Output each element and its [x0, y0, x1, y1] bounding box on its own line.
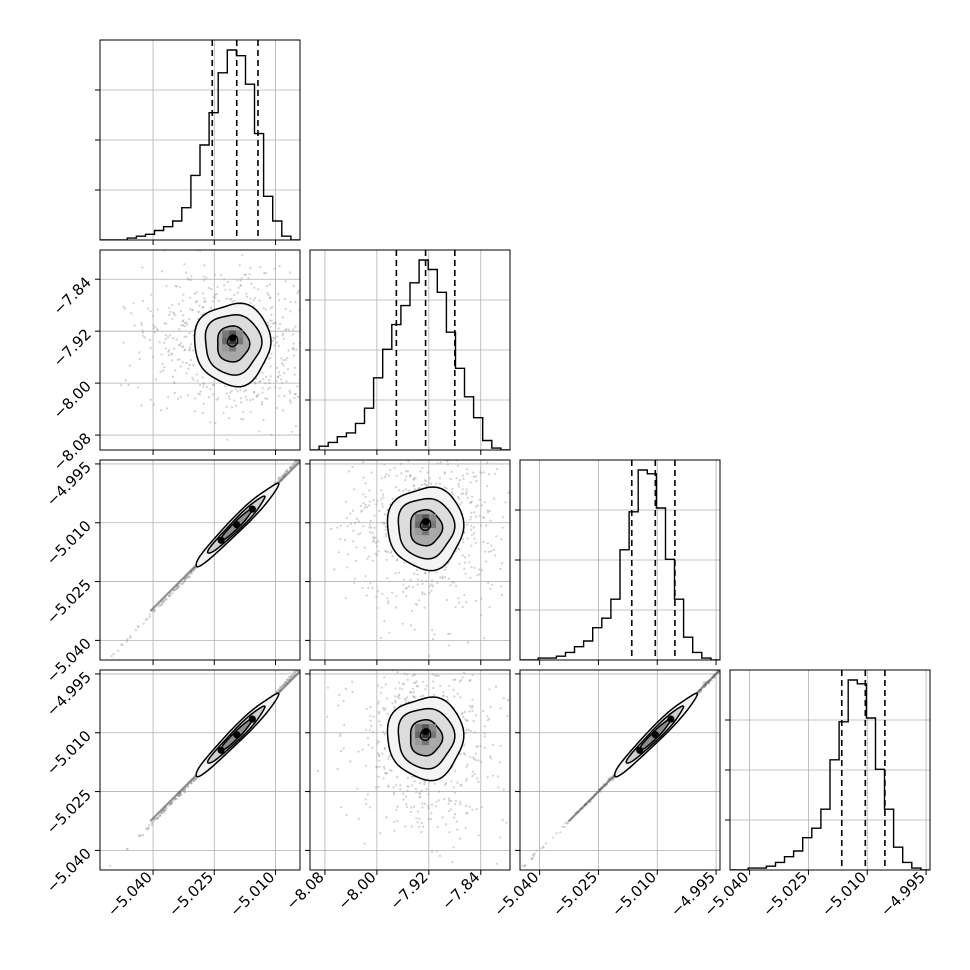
density-cell — [429, 528, 437, 536]
histogram-panel — [520, 460, 720, 660]
density-cell — [236, 337, 244, 345]
density-cell — [236, 330, 244, 338]
pair-panel — [310, 670, 510, 870]
panel-frame — [309, 669, 511, 871]
density-peak — [233, 521, 241, 529]
density-cell — [415, 528, 423, 536]
density-cell — [429, 731, 437, 739]
density-peak — [248, 505, 256, 513]
panel-frame — [309, 459, 511, 661]
histogram-panel — [100, 40, 300, 240]
y-tick-label: −8.00 — [50, 377, 95, 422]
density-contour — [419, 518, 432, 532]
x-tick-label: −4.995 — [877, 868, 929, 920]
density-contour — [226, 334, 239, 348]
density-cell — [422, 514, 430, 522]
density-cell — [415, 521, 423, 529]
x-tick-label: −7.84 — [438, 868, 483, 913]
x-tick-label: −8.08 — [283, 868, 328, 913]
density-cell — [422, 724, 430, 732]
histogram-step — [100, 49, 300, 240]
density-cell — [236, 344, 244, 352]
density-peak — [667, 715, 675, 723]
histogram-step — [310, 259, 510, 450]
pair-panel — [310, 460, 510, 660]
pair-panel — [520, 670, 720, 870]
y-tick-label: −7.92 — [50, 325, 95, 370]
x-tick-label: −8.00 — [334, 868, 379, 913]
density-cell — [229, 330, 237, 338]
histogram-step — [520, 469, 720, 660]
histogram-step — [730, 679, 930, 870]
density-cell — [222, 337, 230, 345]
density-peak — [217, 536, 225, 544]
x-tick-label: −5.025 — [549, 868, 601, 920]
density-cell — [422, 738, 430, 746]
density-peak — [422, 518, 429, 526]
y-tick-label: −5.025 — [43, 786, 95, 838]
panel-frame — [99, 669, 301, 871]
panel-frame — [99, 459, 301, 661]
x-tick-label: −5.025 — [759, 868, 811, 920]
y-tick-label: −5.025 — [43, 576, 95, 628]
panel-frame — [519, 669, 721, 871]
density-peak — [422, 728, 429, 736]
density-cell — [429, 724, 437, 732]
x-tick-label: −5.010 — [818, 868, 870, 920]
density-cell — [429, 521, 437, 529]
x-tick-label: −5.010 — [608, 868, 660, 920]
scatter-points — [120, 250, 300, 441]
y-tick-label: −7.84 — [50, 273, 95, 318]
density-cell — [222, 330, 230, 338]
density-cell — [422, 528, 430, 536]
density-cell — [229, 344, 237, 352]
density-cell — [415, 724, 423, 732]
density-cell — [222, 344, 230, 352]
panel-frame — [99, 249, 301, 451]
pair-panel — [100, 250, 300, 450]
density-cell — [415, 731, 423, 739]
histogram-panel — [730, 670, 930, 870]
density-peak — [217, 746, 225, 754]
x-tick-label: −5.025 — [165, 868, 217, 920]
density-peak — [651, 731, 659, 739]
density-peak — [636, 746, 644, 754]
x-tick-label: −5.040 — [490, 868, 542, 920]
density-cell — [429, 738, 437, 746]
histogram-panel — [310, 250, 510, 450]
x-tick-label: −5.010 — [226, 868, 278, 920]
density-cell — [429, 514, 437, 522]
density-cell — [415, 738, 423, 746]
y-tick-label: −5.040 — [43, 844, 95, 896]
pair-panel — [100, 670, 300, 870]
density-cell — [415, 514, 423, 522]
y-tick-label: −5.010 — [43, 517, 95, 569]
density-contour — [419, 728, 432, 742]
x-tick-label: −7.92 — [386, 868, 431, 913]
density-peak — [248, 715, 256, 723]
pair-panel — [100, 460, 300, 660]
y-tick-label: −5.010 — [43, 727, 95, 779]
density-peak — [233, 731, 241, 739]
x-tick-label: −5.040 — [104, 868, 156, 920]
density-peak — [229, 334, 237, 342]
